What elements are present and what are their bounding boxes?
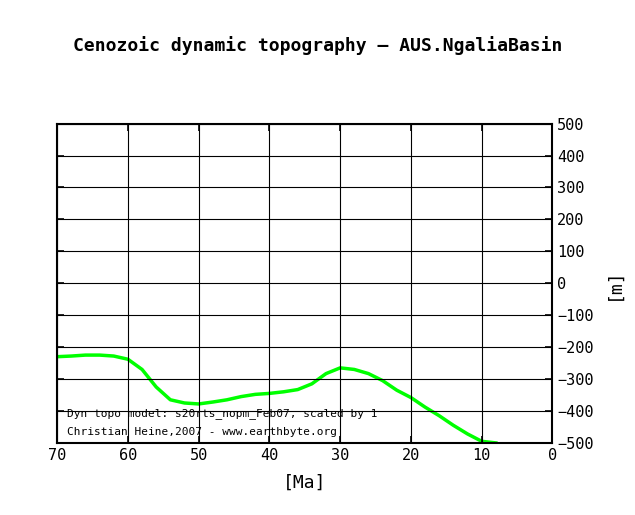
Text: Christian Heine,2007 - www.earthbyte.org: Christian Heine,2007 - www.earthbyte.org xyxy=(67,427,337,437)
Text: Dyn topo model: s20rts_nopm_Feb07, scaled by 1: Dyn topo model: s20rts_nopm_Feb07, scale… xyxy=(67,408,378,419)
Y-axis label: [m]: [m] xyxy=(605,267,623,300)
Text: Cenozoic dynamic topography – AUS.NgaliaBasin: Cenozoic dynamic topography – AUS.Ngalia… xyxy=(73,36,562,55)
X-axis label: [Ma]: [Ma] xyxy=(283,474,326,492)
